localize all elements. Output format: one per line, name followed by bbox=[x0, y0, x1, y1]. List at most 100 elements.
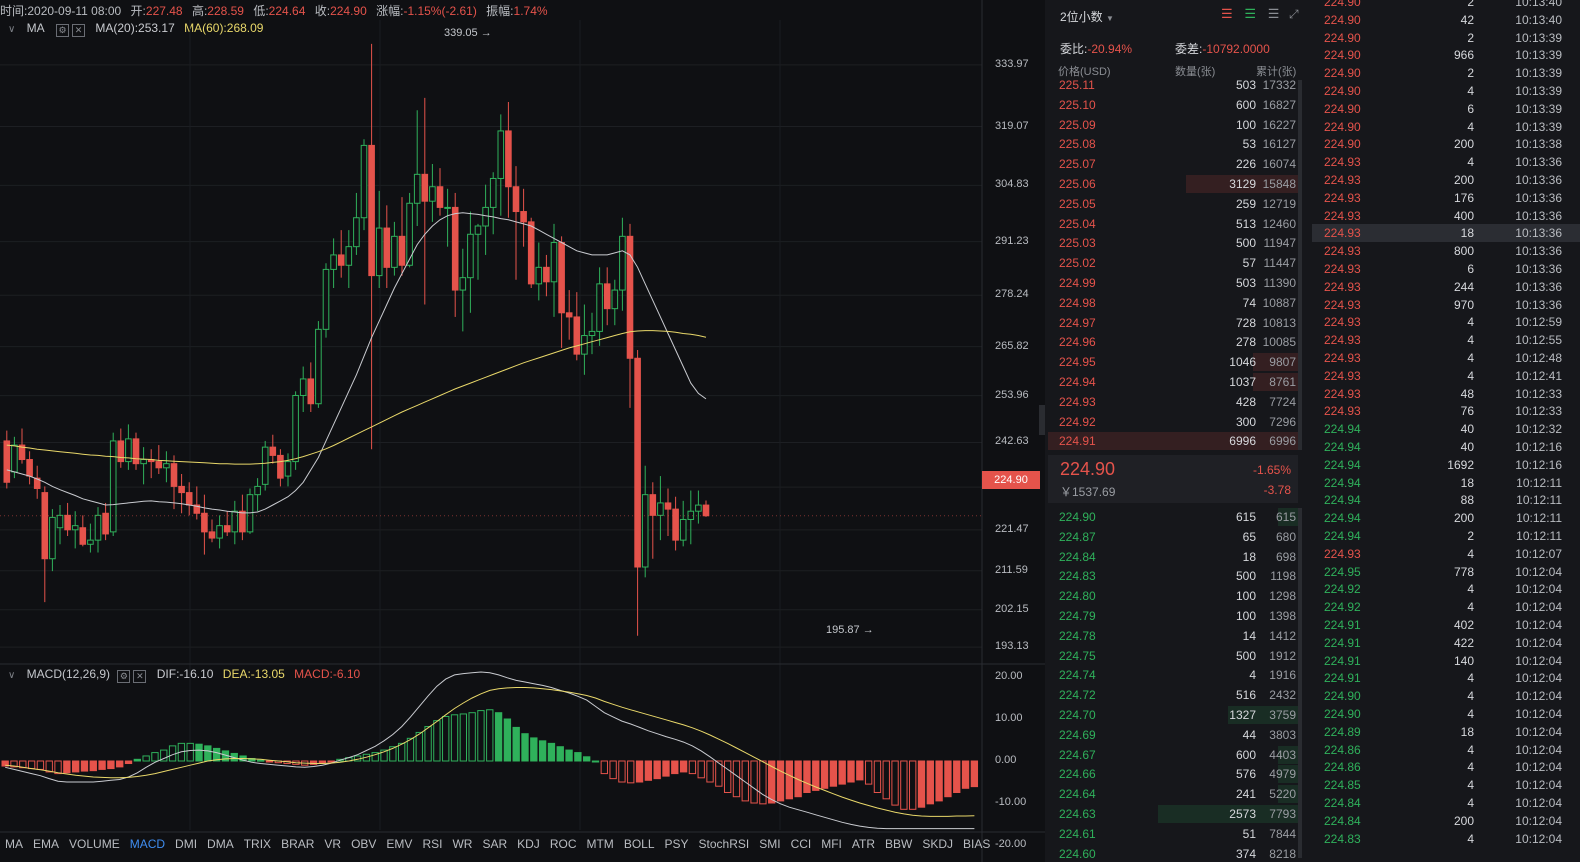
bid-row[interactable]: 224.64 241 5220 bbox=[1048, 784, 1298, 804]
trade-row[interactable]: 224.89 18 10:12:04 bbox=[1312, 723, 1580, 741]
book-both-icon[interactable]: ☰ bbox=[1221, 6, 1233, 21]
bid-row[interactable]: 224.75 500 1912 bbox=[1048, 646, 1298, 666]
ask-row[interactable]: 225.02 57 11447 bbox=[1048, 253, 1298, 273]
tab-atr[interactable]: ATR bbox=[851, 837, 876, 851]
tab-sar[interactable]: SAR bbox=[482, 837, 508, 851]
tab-roc[interactable]: ROC bbox=[549, 837, 577, 851]
trade-row[interactable]: 224.94 40 10:12:32 bbox=[1312, 420, 1580, 438]
tab-trix[interactable]: TRIX bbox=[243, 837, 272, 851]
trade-row[interactable]: 224.92 4 10:12:04 bbox=[1312, 598, 1580, 616]
trade-row[interactable]: 224.93 200 10:13:36 bbox=[1312, 171, 1580, 189]
trade-row[interactable]: 224.91 140 10:12:04 bbox=[1312, 652, 1580, 670]
panel-divider-handle[interactable] bbox=[1039, 405, 1045, 435]
bid-row[interactable]: 224.87 65 680 bbox=[1048, 527, 1298, 547]
ask-row[interactable]: 225.06 3129 15848 bbox=[1048, 174, 1298, 194]
trade-row[interactable]: 224.94 40 10:12:16 bbox=[1312, 438, 1580, 456]
ask-row[interactable]: 224.94 1037 8761 bbox=[1048, 372, 1298, 392]
ask-row[interactable]: 224.92 300 7296 bbox=[1048, 412, 1298, 432]
bid-row[interactable]: 224.72 516 2432 bbox=[1048, 685, 1298, 705]
trade-row[interactable]: 224.93 4 10:12:07 bbox=[1312, 545, 1580, 563]
trade-row[interactable]: 224.90 4 10:12:04 bbox=[1312, 687, 1580, 705]
tab-skdj[interactable]: SKDJ bbox=[922, 837, 954, 851]
tab-cci[interactable]: CCI bbox=[790, 837, 812, 851]
ask-row[interactable]: 225.04 513 12460 bbox=[1048, 214, 1298, 234]
bid-row[interactable]: 224.90 615 615 bbox=[1048, 507, 1298, 527]
tab-stochrsi[interactable]: StochRSI bbox=[698, 837, 750, 851]
tab-bbw[interactable]: BBW bbox=[885, 837, 913, 851]
ask-row[interactable]: 225.10 600 16827 bbox=[1048, 95, 1298, 115]
trade-row[interactable]: 224.93 18 10:13:36 bbox=[1312, 224, 1580, 243]
bid-row[interactable]: 224.79 100 1398 bbox=[1048, 606, 1298, 626]
ask-row[interactable]: 224.99 503 11390 bbox=[1048, 273, 1298, 293]
trade-row[interactable]: 224.90 4 10:12:04 bbox=[1312, 705, 1580, 723]
tab-mtm[interactable]: MTM bbox=[586, 837, 614, 851]
tab-boll[interactable]: BOLL bbox=[623, 837, 655, 851]
tab-wr[interactable]: WR bbox=[452, 837, 473, 851]
trade-row[interactable]: 224.92 4 10:12:04 bbox=[1312, 580, 1580, 598]
bid-row[interactable]: 224.66 576 4979 bbox=[1048, 764, 1298, 784]
ask-row[interactable]: 224.98 74 10887 bbox=[1048, 293, 1298, 313]
tab-rsi[interactable]: RSI bbox=[422, 837, 443, 851]
trade-row[interactable]: 224.93 800 10:13:36 bbox=[1312, 242, 1580, 260]
tab-kdj[interactable]: KDJ bbox=[517, 837, 540, 851]
trade-row[interactable]: 224.95 778 10:12:04 bbox=[1312, 563, 1580, 581]
ask-row[interactable]: 224.96 278 10085 bbox=[1048, 332, 1298, 352]
tab-obv[interactable]: OBV bbox=[351, 837, 377, 851]
tab-emv[interactable]: EMV bbox=[386, 837, 413, 851]
tab-ma[interactable]: MA bbox=[5, 837, 23, 851]
ask-row[interactable]: 224.93 428 7724 bbox=[1048, 392, 1298, 412]
trade-row[interactable]: 224.86 4 10:12:04 bbox=[1312, 741, 1580, 759]
trade-row[interactable]: 224.93 970 10:13:36 bbox=[1312, 296, 1580, 314]
ask-row[interactable]: 224.95 1046 9807 bbox=[1048, 352, 1298, 372]
trade-row[interactable]: 224.83 4 10:12:04 bbox=[1312, 830, 1580, 848]
tab-macd[interactable]: MACD bbox=[129, 837, 166, 851]
trade-row[interactable]: 224.93 76 10:12:33 bbox=[1312, 402, 1580, 420]
trade-row[interactable]: 224.93 400 10:13:36 bbox=[1312, 207, 1580, 225]
trade-row[interactable]: 224.91 422 10:12:04 bbox=[1312, 634, 1580, 652]
book-bids-icon[interactable]: ☰ bbox=[1244, 6, 1256, 21]
trade-row[interactable]: 224.93 6 10:13:36 bbox=[1312, 260, 1580, 278]
trade-row[interactable]: 224.86 4 10:12:04 bbox=[1312, 758, 1580, 776]
settings-icon[interactable]: ⚙ bbox=[56, 24, 70, 37]
kline-chart-panel[interactable]: 时间:2020-09-11 08:00 开:227.48 高:228.59 低:… bbox=[0, 0, 1045, 862]
trade-row[interactable]: 224.91 4 10:12:04 bbox=[1312, 669, 1580, 687]
trade-row[interactable]: 224.94 2 10:12:11 bbox=[1312, 527, 1580, 545]
bid-row[interactable]: 224.63 2573 7793 bbox=[1048, 804, 1298, 824]
trade-row[interactable]: 224.94 18 10:12:11 bbox=[1312, 474, 1580, 492]
trade-row[interactable]: 224.94 1692 10:12:16 bbox=[1312, 456, 1580, 474]
trade-row[interactable]: 224.84 4 10:12:04 bbox=[1312, 794, 1580, 812]
trade-row[interactable]: 224.94 88 10:12:11 bbox=[1312, 491, 1580, 509]
trade-row[interactable]: 224.91 402 10:12:04 bbox=[1312, 616, 1580, 634]
trade-row[interactable]: 224.93 4 10:13:36 bbox=[1312, 153, 1580, 171]
collapse-icon[interactable]: ∨ bbox=[8, 670, 16, 681]
trade-row[interactable]: 224.93 244 10:13:36 bbox=[1312, 278, 1580, 296]
bid-row[interactable]: 224.70 1327 3759 bbox=[1048, 705, 1298, 725]
trade-row[interactable]: 224.93 4 10:12:48 bbox=[1312, 349, 1580, 367]
bid-row[interactable]: 224.84 18 698 bbox=[1048, 547, 1298, 567]
tab-mfi[interactable]: MFI bbox=[821, 837, 842, 851]
book-asks-icon[interactable]: ☰ bbox=[1267, 6, 1280, 21]
ask-row[interactable]: 225.08 53 16127 bbox=[1048, 134, 1298, 154]
tab-psy[interactable]: PSY bbox=[664, 837, 689, 851]
precision-select[interactable]: 2位小数 ▼ bbox=[1060, 8, 1114, 25]
bid-row[interactable]: 224.60 374 8218 bbox=[1048, 844, 1298, 862]
bid-row[interactable]: 224.74 4 1916 bbox=[1048, 665, 1298, 685]
ask-row[interactable]: 224.97 728 10813 bbox=[1048, 313, 1298, 333]
trade-row[interactable]: 224.90 200 10:13:38 bbox=[1312, 135, 1580, 153]
trade-row[interactable]: 224.90 4 10:13:39 bbox=[1312, 82, 1580, 100]
trade-row[interactable]: 224.93 48 10:12:33 bbox=[1312, 385, 1580, 403]
tab-ema[interactable]: EMA bbox=[33, 837, 60, 851]
bid-row[interactable]: 224.83 500 1198 bbox=[1048, 566, 1298, 586]
trade-row[interactable]: 224.90 2 10:13:40 bbox=[1312, 0, 1580, 11]
trade-row[interactable]: 224.90 6 10:13:39 bbox=[1312, 100, 1580, 118]
tab-vr[interactable]: VR bbox=[324, 837, 342, 851]
price-chart-svg[interactable] bbox=[0, 0, 1045, 862]
trade-row[interactable]: 224.93 4 10:12:59 bbox=[1312, 313, 1580, 331]
trade-row[interactable]: 224.90 4 10:13:39 bbox=[1312, 118, 1580, 136]
bid-row[interactable]: 224.69 44 3803 bbox=[1048, 725, 1298, 745]
ask-row[interactable]: 225.11 503 17332 bbox=[1048, 75, 1298, 95]
tab-bias[interactable]: BIAS bbox=[963, 837, 991, 851]
bid-row[interactable]: 224.80 100 1298 bbox=[1048, 586, 1298, 606]
trade-row[interactable]: 224.93 4 10:12:55 bbox=[1312, 331, 1580, 349]
trade-row[interactable]: 224.94 200 10:12:11 bbox=[1312, 509, 1580, 527]
